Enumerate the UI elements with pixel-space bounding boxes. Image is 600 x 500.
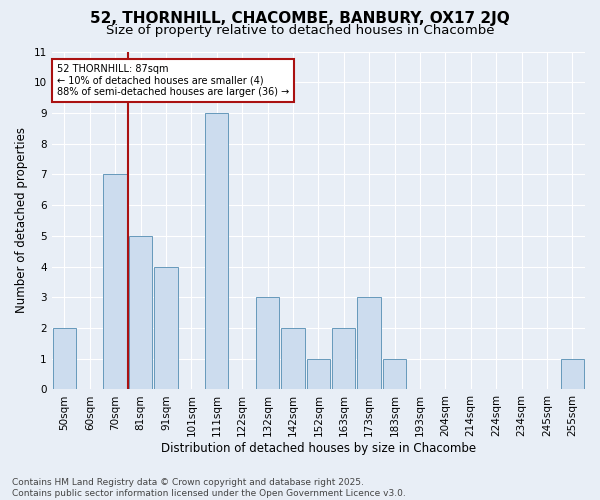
Bar (358, 298, 381, 390)
Bar (154, 266, 178, 390)
Bar (53, 328, 76, 390)
Y-axis label: Number of detached properties: Number of detached properties (15, 128, 28, 314)
Bar (332, 328, 355, 390)
Text: 52 THORNHILL: 87sqm
← 10% of detached houses are smaller (4)
88% of semi-detache: 52 THORNHILL: 87sqm ← 10% of detached ho… (57, 64, 289, 97)
Bar (103, 174, 127, 390)
Bar (256, 298, 279, 390)
Bar (281, 328, 305, 390)
Text: Size of property relative to detached houses in Chacombe: Size of property relative to detached ho… (106, 24, 494, 37)
Bar (560, 358, 584, 390)
Bar (129, 236, 152, 390)
X-axis label: Distribution of detached houses by size in Chacombe: Distribution of detached houses by size … (161, 442, 476, 455)
Bar (383, 358, 406, 390)
Bar (307, 358, 330, 390)
Text: Contains HM Land Registry data © Crown copyright and database right 2025.
Contai: Contains HM Land Registry data © Crown c… (12, 478, 406, 498)
Bar (205, 113, 229, 390)
Text: 52, THORNHILL, CHACOMBE, BANBURY, OX17 2JQ: 52, THORNHILL, CHACOMBE, BANBURY, OX17 2… (90, 11, 510, 26)
